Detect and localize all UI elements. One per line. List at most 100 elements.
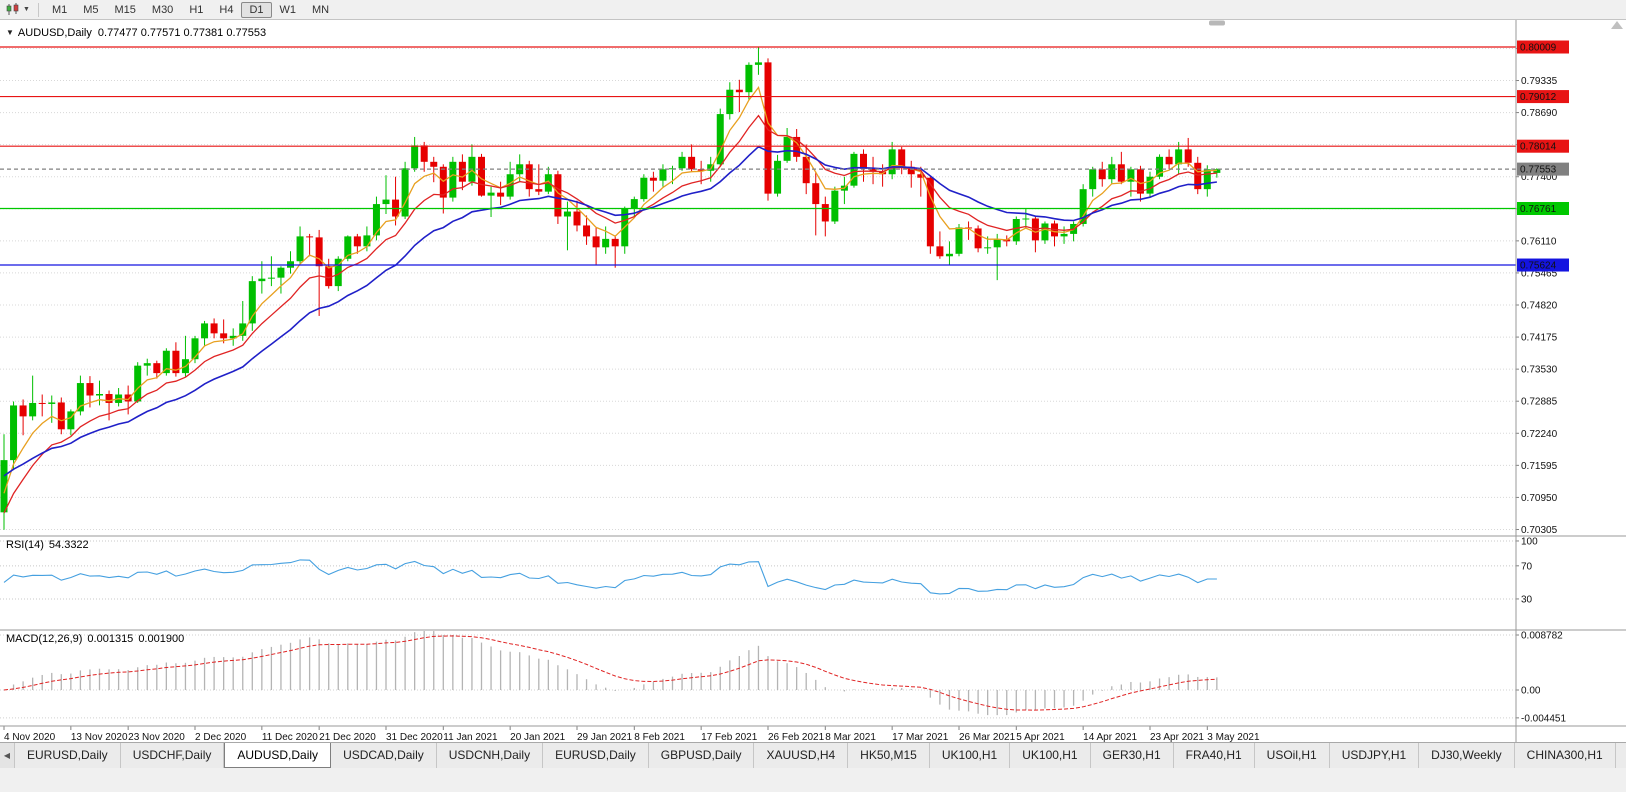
svg-text:0.72240: 0.72240 xyxy=(1521,429,1558,440)
toolbar-separator xyxy=(37,2,39,17)
rsi-indicator-label: RSI(14) 54.3322 xyxy=(6,539,94,551)
chart-tab-gbpusd-daily[interactable]: GBPUSD,Daily xyxy=(648,743,755,768)
svg-text:3 May 2021: 3 May 2021 xyxy=(1207,732,1260,742)
chart-tab-ger30-h1[interactable]: GER30,H1 xyxy=(1090,743,1174,768)
svg-text:0.73530: 0.73530 xyxy=(1521,365,1558,376)
chart-tab-uk100-h1[interactable]: UK100,H1 xyxy=(929,743,1011,768)
chart-tab-eurusd-daily[interactable]: EURUSD,Daily xyxy=(15,743,121,768)
svg-text:14 Apr 2021: 14 Apr 2021 xyxy=(1083,732,1137,742)
svg-text:0.70950: 0.70950 xyxy=(1521,493,1558,504)
chart-tab-usdcad-daily[interactable]: USDCAD,Daily xyxy=(331,743,437,768)
svg-text:0.75624: 0.75624 xyxy=(1520,261,1557,272)
svg-text:0.75465: 0.75465 xyxy=(1521,268,1558,279)
ma-medium-line xyxy=(3,114,1217,514)
svg-text:26 Feb 2021: 26 Feb 2021 xyxy=(768,732,825,742)
chart-tab-usdcnh-daily[interactable]: USDCNH,Daily xyxy=(436,743,544,768)
rsi-name: RSI(14) xyxy=(6,539,44,551)
svg-text:29 Jan 2021: 29 Jan 2021 xyxy=(577,732,632,742)
svg-text:11 Jan 2021: 11 Jan 2021 xyxy=(443,732,498,742)
ma-slow-line xyxy=(3,145,1218,477)
svg-text:0.78690: 0.78690 xyxy=(1521,108,1558,119)
timeframe-button-w1[interactable]: W1 xyxy=(279,3,297,16)
svg-text:2 Dec 2020: 2 Dec 2020 xyxy=(195,732,247,742)
svg-text:0.74175: 0.74175 xyxy=(1521,333,1558,344)
svg-text:0.79335: 0.79335 xyxy=(1521,76,1558,87)
svg-text:-0.004451: -0.004451 xyxy=(1521,713,1566,724)
rsi-value: 54.3322 xyxy=(48,539,89,551)
chart-tab-hk50-m15[interactable]: HK50,M15 xyxy=(848,743,930,768)
rsi-indicator: 100 70 30 xyxy=(0,536,1538,605)
chart-plot-area[interactable] xyxy=(0,22,1516,536)
svg-text:0.76761: 0.76761 xyxy=(1520,204,1557,215)
chart-tab-usdjpy-h1[interactable]: USDJPY,H1 xyxy=(1329,743,1420,768)
svg-text:0.78014: 0.78014 xyxy=(1520,142,1557,153)
chart-type-dropdown-icon[interactable]: ▼ xyxy=(23,6,30,13)
svg-text:17 Feb 2021: 17 Feb 2021 xyxy=(701,732,758,742)
svg-text:30: 30 xyxy=(1521,594,1533,605)
panel-separators xyxy=(0,20,1626,742)
chart-tab-china300-h1[interactable]: CHINA300,H1 xyxy=(1514,743,1616,768)
svg-text:0.79012: 0.79012 xyxy=(1520,92,1557,103)
chart-symbol-period: AUDUSD,Daily xyxy=(17,27,92,39)
macd-signal-value: 0.001900 xyxy=(138,633,185,645)
timeframe-toolbar: ▼ M1 M5 M15 M30 H1 H4 D1 W1 MN xyxy=(0,0,1626,20)
timeframe-button-m1[interactable]: M1 xyxy=(51,3,68,16)
tabs-scroll-left-icon[interactable]: ◀ xyxy=(0,743,15,768)
chart-tab-eurusd-daily[interactable]: EURUSD,Daily xyxy=(543,743,649,768)
timeframe-button-mn[interactable]: MN xyxy=(312,3,330,16)
svg-text:20 Jan 2021: 20 Jan 2021 xyxy=(510,732,565,742)
chart-tab-xauusd-h4[interactable]: XAUUSD,H4 xyxy=(754,743,849,768)
svg-text:0.77400: 0.77400 xyxy=(1521,172,1558,183)
rsi-line xyxy=(3,559,1217,595)
ma-fast-line xyxy=(3,86,1217,494)
chart-tab-u[interactable]: U xyxy=(1615,743,1626,768)
chart-tab-usdchf-daily[interactable]: USDCHF,Daily xyxy=(120,743,225,768)
chart-collapse-icon[interactable]: ▼ xyxy=(6,28,14,37)
chart-tabs: EURUSD,Daily USDCHF,Daily AUDUSD,Daily USDC… xyxy=(15,743,1626,768)
chart-tab-usoil-h1[interactable]: USOil,H1 xyxy=(1254,743,1330,768)
chart-tab-dj30-weekly[interactable]: DJ30,Weekly xyxy=(1419,743,1515,768)
rsi-panel[interactable] xyxy=(0,536,1516,630)
macd-main-value: 0.001315 xyxy=(87,633,134,645)
timeframe-button-d1[interactable]: D1 xyxy=(241,1,272,18)
chart-type-icon[interactable] xyxy=(4,3,22,17)
timeframe-button-m30[interactable]: M30 xyxy=(151,3,174,16)
timeframe-button-h1[interactable]: H1 xyxy=(189,3,204,16)
macd-indicator: 0.008782 0.00 -0.004451 xyxy=(0,630,1566,724)
chart-tab-audusd-daily[interactable]: AUDUSD,Daily xyxy=(224,743,332,768)
svg-text:4 Nov 2020: 4 Nov 2020 xyxy=(4,732,56,742)
svg-text:70: 70 xyxy=(1521,561,1533,572)
chart-window: 0.799800.793350.786900.780450.774000.767… xyxy=(0,20,1626,742)
chart-shift-marker[interactable] xyxy=(1611,21,1623,29)
svg-text:0.74820: 0.74820 xyxy=(1521,301,1558,312)
svg-text:8 Mar 2021: 8 Mar 2021 xyxy=(825,732,876,742)
svg-text:100: 100 xyxy=(1521,536,1538,547)
svg-text:21 Dec 2020: 21 Dec 2020 xyxy=(319,732,376,742)
svg-text:0.77553: 0.77553 xyxy=(1520,165,1557,176)
svg-text:23 Nov 2020: 23 Nov 2020 xyxy=(128,732,185,742)
chart-scrollbar-thumb[interactable] xyxy=(1209,20,1225,26)
svg-text:13 Nov 2020: 13 Nov 2020 xyxy=(71,732,128,742)
svg-text:0.70305: 0.70305 xyxy=(1521,525,1558,536)
svg-text:26 Mar 2021: 26 Mar 2021 xyxy=(959,732,1016,742)
timeframe-button-m15[interactable]: M15 xyxy=(114,3,136,16)
timeframe-button-m5[interactable]: M5 xyxy=(83,3,99,16)
candlestick-series xyxy=(0,46,1221,530)
time-axis-labels: 4 Nov 2020 13 Nov 2020 23 Nov 2020 2 Dec 20… xyxy=(3,726,1260,742)
svg-text:31 Dec 2020: 31 Dec 2020 xyxy=(386,732,443,742)
chart-canvas: 0.799800.793350.786900.780450.774000.767… xyxy=(0,20,1626,742)
timeframe-button-h4[interactable]: H4 xyxy=(219,3,234,16)
svg-text:0.71595: 0.71595 xyxy=(1521,461,1558,472)
chart-tab-uk100-h1[interactable]: UK100,H1 xyxy=(1010,743,1091,768)
macd-indicator-label: MACD(12,26,9) 0.001315 0.001900 xyxy=(6,633,189,645)
chart-tab-fra40-h1[interactable]: FRA40,H1 xyxy=(1173,743,1255,768)
svg-text:0.00: 0.00 xyxy=(1521,685,1541,696)
horizontal-level-lines[interactable]: 0.80009 0.79012 0.78014 0.76761 0.75624 0.775… xyxy=(0,40,1569,272)
svg-text:0.72885: 0.72885 xyxy=(1521,397,1558,408)
svg-text:17 Mar 2021: 17 Mar 2021 xyxy=(892,732,949,742)
chart-ohlc-values: 0.77477 0.77571 0.77381 0.77553 xyxy=(97,27,267,39)
timeframe-buttons: M1 M5 M15 M30 H1 H4 D1 W1 MN xyxy=(44,1,337,18)
chart-title: ▼ AUDUSD,Daily 0.77477 0.77571 0.77381 0.7… xyxy=(6,27,266,39)
svg-text:11 Dec 2020: 11 Dec 2020 xyxy=(262,732,318,742)
